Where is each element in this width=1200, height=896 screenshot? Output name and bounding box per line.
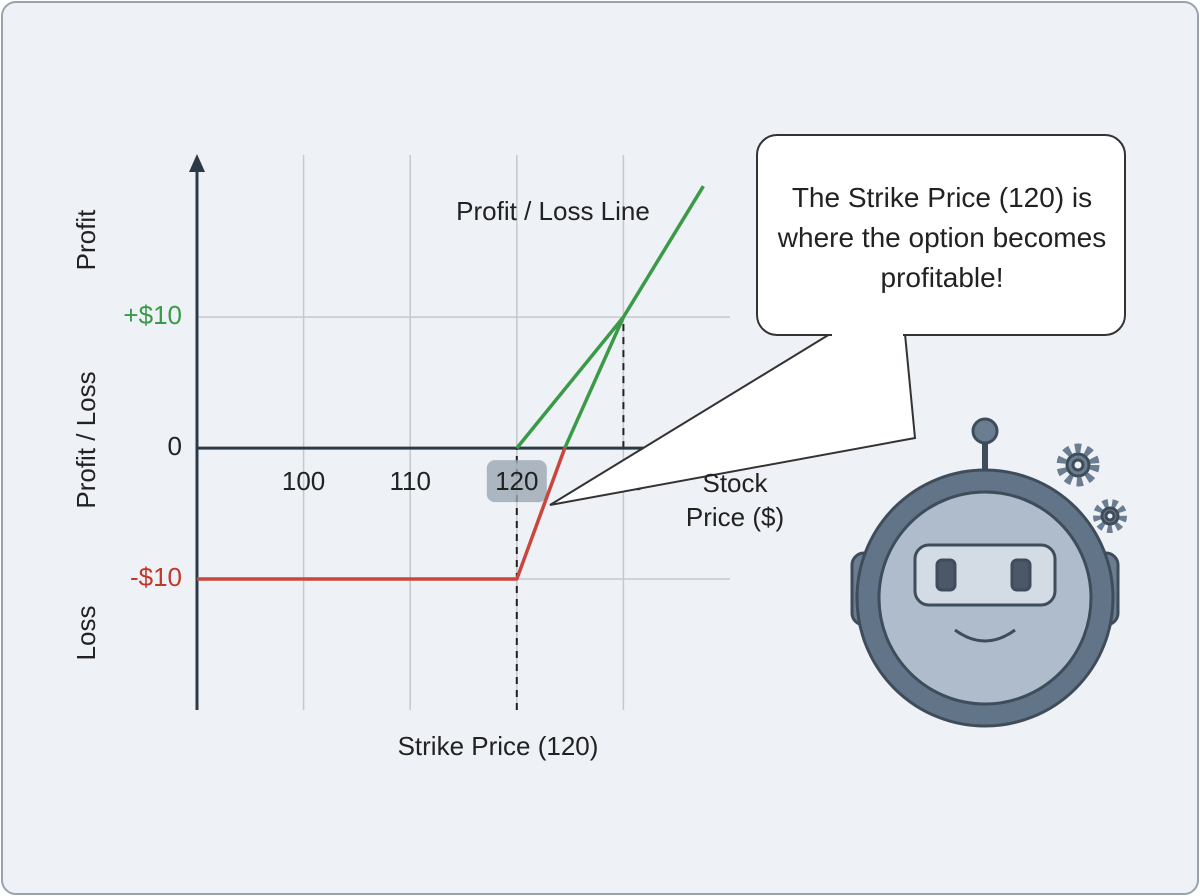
x-tick-label: 120 [495, 466, 538, 496]
pl-line [197, 447, 567, 581]
x-axis-label: Stock Price ($) [685, 468, 785, 532]
strike-label: Strike Price (120) [398, 731, 599, 761]
x-tick-label: 110 [389, 466, 430, 496]
tick-highlight [486, 460, 547, 503]
y-axis-label: Profit / Loss [71, 371, 101, 508]
line-label: Profit / Loss Line [456, 196, 650, 226]
callout-text: The Strike Price (120) is where the opti… [777, 182, 1107, 293]
robot [850, 417, 1127, 728]
y-tick-label: 0 [168, 431, 182, 461]
y-axis-label-top: Profit [71, 209, 101, 270]
y-axis-label-bottom: Loss [71, 606, 101, 661]
y-axis-arrow [189, 154, 205, 172]
pl-line [563, 316, 625, 449]
y-tick-label: +$10 [123, 300, 182, 330]
speech-bubble [756, 134, 1126, 336]
x-tick-label: 100 [282, 466, 325, 496]
y-tick-label: -$10 [130, 562, 182, 592]
